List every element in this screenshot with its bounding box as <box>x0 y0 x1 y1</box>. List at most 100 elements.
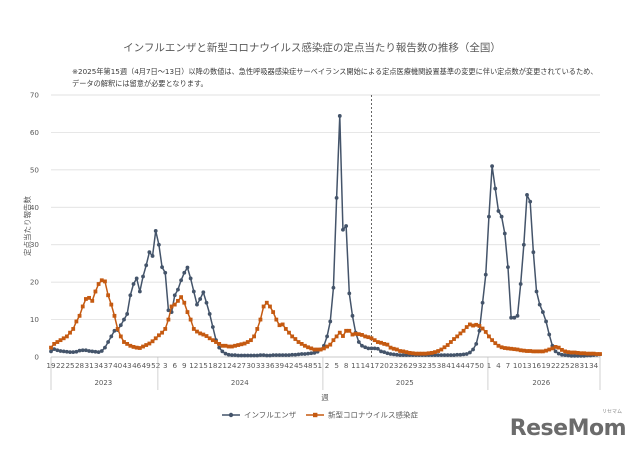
data-point <box>274 317 279 322</box>
data-point <box>525 193 529 197</box>
data-point <box>356 340 361 344</box>
data-point <box>474 322 479 327</box>
x-tick-label: 48 <box>303 361 313 370</box>
x-tick-label: 14 <box>361 361 371 370</box>
data-point <box>385 351 390 356</box>
data-point <box>417 351 422 356</box>
data-point <box>293 352 298 357</box>
data-point <box>477 328 482 333</box>
data-point <box>106 340 111 344</box>
series-line <box>50 115 601 357</box>
data-point <box>455 352 460 357</box>
data-point <box>331 285 336 290</box>
x-tick-label: 2 <box>325 361 330 370</box>
data-point <box>350 313 355 318</box>
x-tick-label: 33 <box>256 361 265 370</box>
data-point <box>566 350 571 355</box>
x-tick-label: 11 <box>351 361 360 370</box>
data-point <box>496 209 501 213</box>
data-point <box>375 340 380 344</box>
watermark-logo: ReseMom <box>509 416 627 441</box>
data-point <box>471 323 475 328</box>
data-point <box>293 337 298 341</box>
data-point <box>268 353 272 358</box>
data-point <box>68 350 72 355</box>
data-point <box>398 349 402 353</box>
data-point <box>442 345 447 350</box>
data-point <box>302 352 307 356</box>
data-point <box>528 199 533 204</box>
data-point <box>556 351 561 356</box>
data-point <box>169 304 174 309</box>
data-point <box>360 343 364 348</box>
x-tick-label: 40 <box>113 361 123 370</box>
data-point <box>496 343 501 348</box>
data-point <box>547 347 552 352</box>
data-point <box>569 350 574 355</box>
data-point <box>112 328 117 333</box>
y-tick-label: 70 <box>30 91 40 100</box>
data-point <box>242 353 247 358</box>
x-tick-label: 24 <box>227 361 237 370</box>
data-point <box>125 342 130 346</box>
x-tick-label: 28 <box>570 361 580 370</box>
data-point <box>261 353 266 358</box>
data-point <box>585 351 590 356</box>
data-point <box>401 353 406 358</box>
data-point <box>280 322 285 327</box>
data-point <box>122 317 126 322</box>
data-point <box>563 353 567 358</box>
y-tick-labels: 0 10 20 30 40 50 60 70 <box>30 91 40 362</box>
y-tick-label: 40 <box>30 203 40 212</box>
data-point <box>493 341 498 346</box>
x-tick-label: 10 <box>513 361 523 370</box>
data-point <box>588 351 593 356</box>
data-point <box>433 353 437 358</box>
data-point <box>594 352 599 356</box>
data-point <box>249 338 253 343</box>
data-point <box>61 349 66 354</box>
data-point <box>141 274 145 279</box>
x-tick-label: 18 <box>208 361 218 370</box>
year-labels: 2023 2024 2025 2026 <box>50 357 601 390</box>
data-point <box>258 317 263 322</box>
data-point <box>77 348 82 353</box>
data-point <box>217 345 222 350</box>
data-point <box>366 335 371 340</box>
data-point <box>283 353 288 358</box>
data-point <box>436 353 441 358</box>
data-point <box>509 346 514 351</box>
data-point <box>537 302 542 307</box>
x-tick-label: 13 <box>522 361 531 370</box>
data-point <box>299 342 304 346</box>
data-point <box>96 350 101 355</box>
x-tick-label: 49 <box>142 361 152 370</box>
data-point <box>90 349 95 354</box>
data-point <box>499 214 504 219</box>
x-tick-label: 50 <box>475 361 485 370</box>
data-point <box>150 254 155 258</box>
data-point <box>172 293 177 298</box>
data-point <box>379 340 383 345</box>
data-point <box>515 313 520 318</box>
x-tick-label: 52 <box>151 361 160 370</box>
data-point <box>420 351 425 356</box>
data-point <box>268 304 272 309</box>
data-point <box>512 315 517 320</box>
data-point <box>379 349 383 354</box>
x-tick-label: 44 <box>456 361 466 370</box>
x-tick-label: 31 <box>85 361 94 370</box>
data-point <box>506 346 510 351</box>
data-point <box>182 270 187 275</box>
data-point <box>388 352 393 356</box>
data-point <box>80 348 85 353</box>
data-point <box>341 334 345 338</box>
data-point <box>93 289 98 294</box>
data-point <box>52 342 57 346</box>
data-point <box>115 327 120 331</box>
data-point <box>252 334 256 339</box>
data-point <box>464 352 469 356</box>
data-point <box>156 242 161 247</box>
data-point <box>544 348 548 353</box>
